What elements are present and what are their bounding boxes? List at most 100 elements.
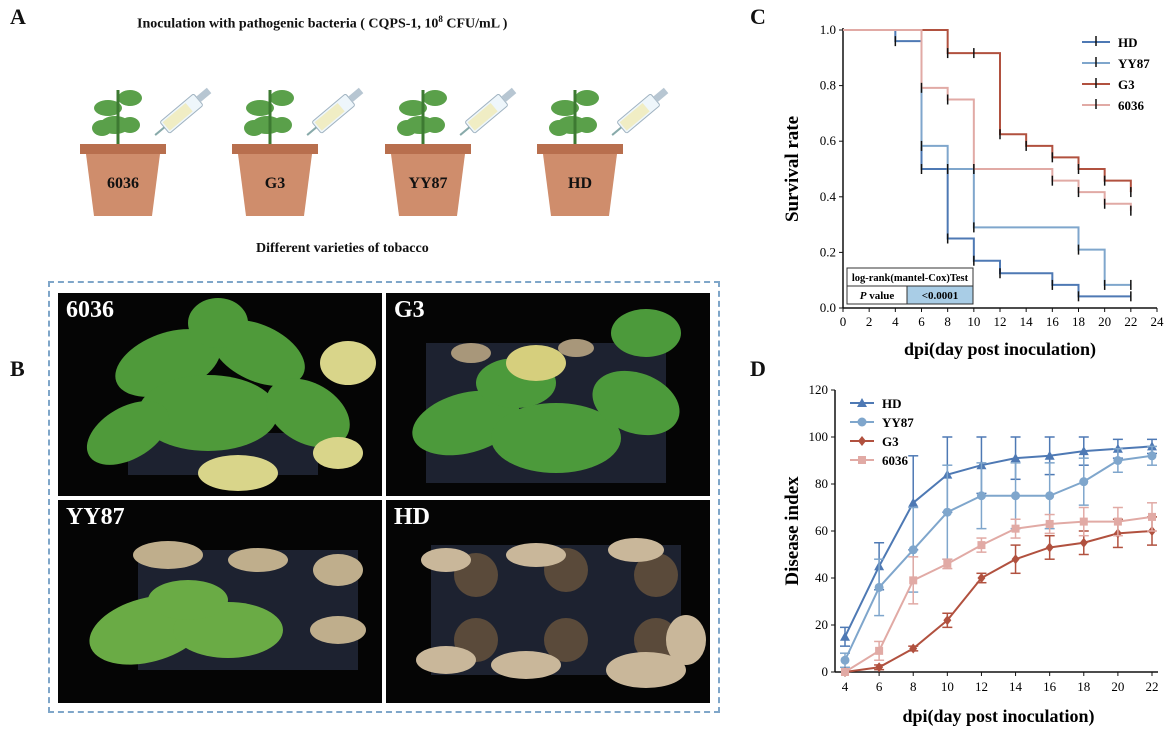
- x-tick-label: 6: [918, 314, 925, 329]
- legend-marker-6036: [858, 456, 866, 464]
- data-point: [1078, 446, 1089, 456]
- pot-label: 6036: [107, 175, 139, 192]
- x-tick-label: 2: [866, 314, 873, 329]
- x-tick-label: 0: [840, 314, 847, 329]
- photo-g3: G3: [386, 293, 710, 496]
- x-tick-label: 12: [975, 679, 988, 694]
- x-tick-label: 16: [1046, 314, 1060, 329]
- y-tick-label: 0.6: [820, 133, 837, 148]
- legend-marker-hd: [857, 398, 867, 407]
- data-point: [1045, 491, 1055, 501]
- pot-illustration: [385, 87, 517, 216]
- x-tick-label: 14: [1020, 314, 1034, 329]
- data-point: [977, 573, 986, 583]
- legend-label-hd: HD: [1118, 35, 1138, 50]
- x-axis-label: dpi(day post inoculation): [904, 339, 1096, 360]
- data-point: [942, 507, 952, 517]
- y-tick-label: 0.4: [820, 189, 837, 204]
- data-point: [943, 615, 952, 626]
- data-point: [875, 646, 884, 655]
- panel-a-title: Inoculation with pathogenic bacteria ( C…: [137, 14, 507, 33]
- panel-b-letter: B: [10, 356, 25, 381]
- line-yy87: [844, 454, 1153, 661]
- x-axis-label: dpi(day post inoculation): [902, 706, 1094, 727]
- x-tick-label: 18: [1072, 314, 1085, 329]
- panel-a-title-sup: 8: [438, 14, 443, 24]
- data-point: [1010, 453, 1021, 463]
- y-axis-label: Disease index: [782, 476, 803, 586]
- data-point: [1079, 477, 1089, 487]
- data-point: [1148, 512, 1156, 521]
- pot-label: YY87: [408, 175, 448, 192]
- x-tick-label: 12: [994, 314, 1007, 329]
- y-tick-label: 20: [815, 617, 828, 632]
- data-point: [1045, 542, 1054, 553]
- x-tick-label: 22: [1146, 679, 1159, 694]
- series-yy87: [840, 445, 1157, 669]
- x-tick-label: 20: [1111, 679, 1124, 694]
- x-tick-label: 10: [941, 679, 954, 694]
- disease-index-chart: 4 6 8 10 12 14 16 18 20 22 0 20 40 60 80 100 120 dpi(day …: [782, 382, 1159, 727]
- line-hd: [844, 445, 1153, 638]
- stats-value-cell: [906, 285, 974, 305]
- y-tick-label: 40: [815, 570, 828, 585]
- pot-g3: G3: [232, 70, 372, 220]
- pot-illustration: [232, 87, 364, 216]
- legend-label-hd: HD: [882, 396, 902, 411]
- survival-line-yy87: [843, 29, 1131, 286]
- survival-chart: 0 2 4 6 8 10 12 14 16 18 20 22 240.00.20.40.60.81.0d…: [782, 22, 1164, 360]
- y-tick-label: 0.2: [820, 244, 836, 259]
- photo-label-hd: HD: [394, 504, 430, 530]
- data-point: [1044, 450, 1055, 460]
- stats-label: P value: [860, 290, 895, 302]
- pot-illustration: [80, 87, 212, 216]
- y-tick-label: 1.0: [820, 22, 836, 37]
- y-tick-label: 0.8: [820, 78, 836, 93]
- panel-c-letter: C: [750, 4, 766, 29]
- x-tick-label: 22: [1124, 314, 1137, 329]
- x-tick-label: 18: [1077, 679, 1090, 694]
- panel-a-letter: A: [10, 4, 26, 29]
- data-point: [841, 668, 849, 676]
- legend-label-yy87: YY87: [882, 415, 914, 430]
- panel-b-frame: [48, 281, 720, 713]
- plant-6036-image: [86, 298, 376, 491]
- line-g3: [844, 530, 1153, 673]
- series-hd: [840, 436, 1157, 647]
- data-point: [840, 655, 850, 665]
- data-point: [908, 497, 919, 507]
- x-tick-label: 4: [892, 314, 899, 329]
- legend-label-yy87: YY87: [1118, 56, 1150, 71]
- data-point: [1079, 537, 1088, 548]
- y-tick-label: 100: [809, 429, 829, 444]
- pot-illustration: [537, 87, 669, 216]
- legend-label-6036: 6036: [882, 453, 909, 468]
- data-point: [977, 541, 986, 550]
- line-6036: [844, 515, 1153, 673]
- data-point: [1011, 524, 1020, 533]
- data-point: [874, 582, 884, 592]
- x-tick-label: 10: [967, 314, 980, 329]
- data-point: [976, 491, 986, 501]
- photo-hd: HD: [386, 500, 710, 703]
- data-point: [1113, 456, 1123, 465]
- photo-6036: 6036: [58, 293, 382, 496]
- data-point: [840, 631, 850, 641]
- x-tick-label: 16: [1043, 679, 1057, 694]
- pot-6036: 6036: [80, 70, 220, 220]
- y-tick-label: 120: [809, 382, 829, 397]
- stats-value: <0.0001: [922, 290, 959, 302]
- data-point: [909, 643, 918, 654]
- plant-g3-image: [412, 309, 681, 483]
- data-point: [943, 559, 952, 568]
- panel-d-letter: D: [750, 356, 766, 381]
- data-point: [1045, 519, 1054, 528]
- series-6036: [841, 502, 1157, 676]
- photo-label-6036: 6036: [66, 297, 114, 323]
- data-point: [908, 545, 918, 555]
- x-tick-label: 4: [842, 679, 849, 694]
- survival-line-6036: [843, 29, 1132, 211]
- data-point: [875, 662, 884, 673]
- data-point: [909, 576, 918, 585]
- y-tick-label: 0: [822, 664, 829, 679]
